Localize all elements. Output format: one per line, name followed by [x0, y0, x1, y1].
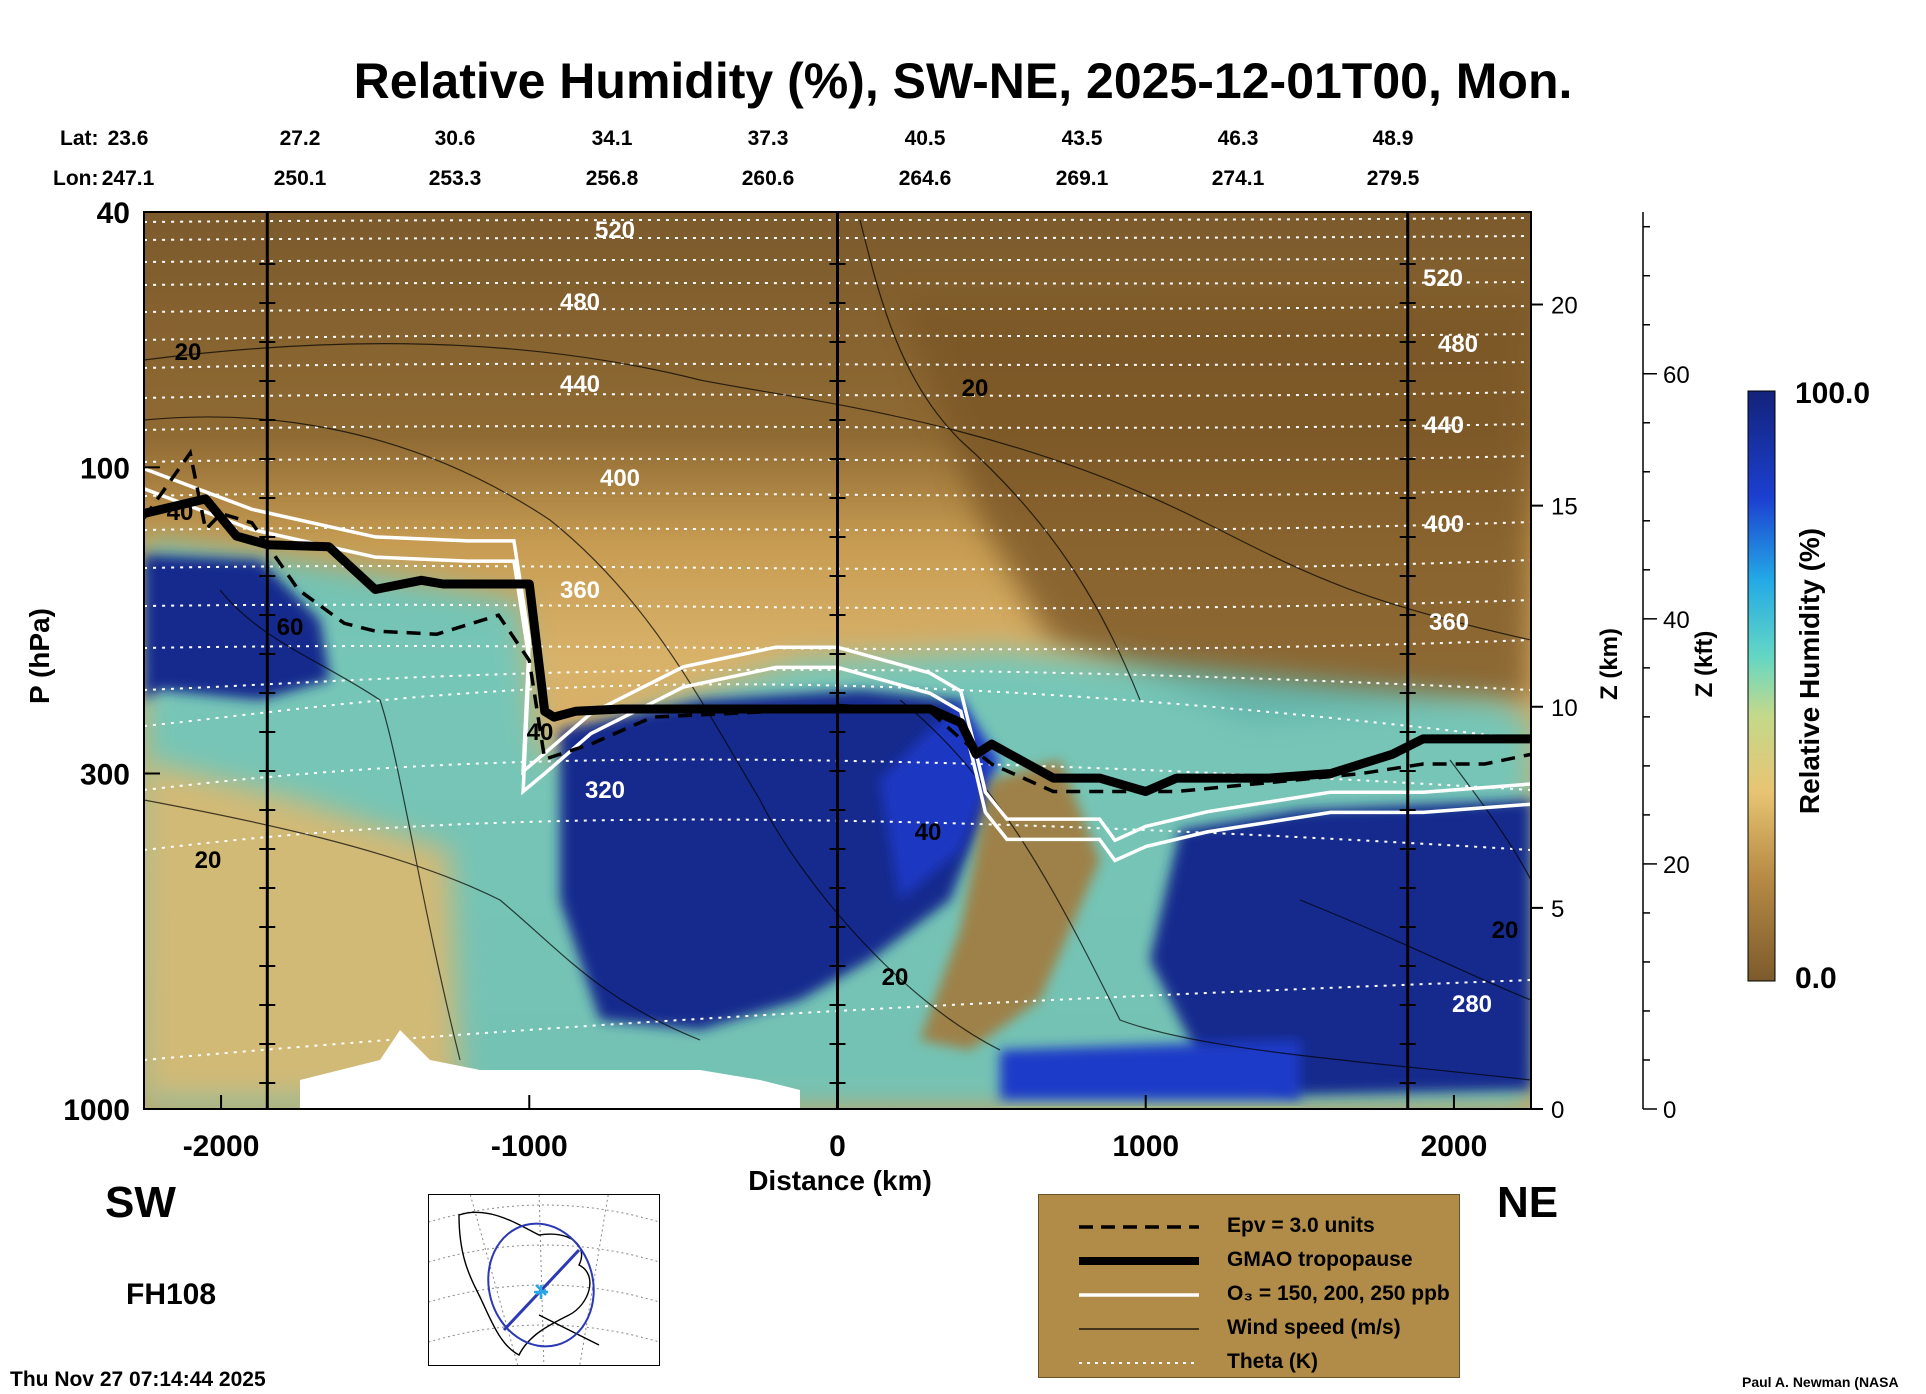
wind-contour-label: 60 [277, 614, 304, 641]
lat-value: 34.1 [591, 127, 633, 150]
theta-contour-label: 360 [560, 577, 600, 604]
lat-value: 30.6 [434, 127, 476, 150]
map-graphic [429, 1195, 659, 1365]
z-km-tick-label: 5 [1551, 896, 1564, 923]
sw-label: SW [105, 1178, 176, 1227]
x-tick-label: 2000 [1421, 1130, 1488, 1163]
theta-contour-label: 480 [560, 289, 600, 316]
lon-label: Lon: [53, 167, 99, 190]
wind-contour-label: 20 [1492, 917, 1519, 944]
chart-title: Relative Humidity (%), SW-NE, 2025-12-01… [353, 53, 1573, 109]
y-axis-label: P (hPa) [24, 608, 55, 704]
theta-contour-label: 320 [585, 777, 625, 804]
x-tick-label: -2000 [183, 1130, 260, 1163]
legend-item-wind: Wind speed (m/s) [1039, 1313, 1459, 1343]
lon-value: 260.6 [741, 167, 795, 190]
z-kft-tick-label: 0 [1663, 1097, 1676, 1124]
lon-value: 279.5 [1366, 167, 1420, 190]
legend-label: Epv = 3.0 units [1227, 1214, 1375, 1237]
wind-contour-label: 20 [175, 339, 202, 366]
theta-contour-label: 280 [1452, 991, 1492, 1018]
theta-contour-label: 360 [1429, 609, 1469, 636]
theta-contour-label: 440 [560, 371, 600, 398]
z-kft-axis: 0 20 40 60 [1642, 212, 1690, 1124]
lat-value: 23.6 [107, 127, 149, 150]
lat-value: 48.9 [1372, 127, 1414, 150]
y-axis: 1000 300 100 40 [63, 197, 160, 1127]
inset-map [428, 1194, 660, 1366]
tropopause-line [144, 494, 1531, 796]
z-km-tick-label: 10 [1551, 695, 1578, 722]
colorbar [1747, 390, 1776, 982]
wind-contour-label: 20 [962, 375, 989, 402]
credit: Paul A. Newman (NASA [1742, 1374, 1899, 1390]
y-tick-label: 40 [97, 197, 130, 230]
forecast-hour: FH108 [126, 1278, 217, 1311]
legend-item-theta: Theta (K) [1039, 1347, 1459, 1377]
theta-contour-label: 400 [1424, 511, 1464, 538]
legend-item-epv: Epv = 3.0 units [1039, 1211, 1459, 1241]
lon-value: 256.8 [585, 167, 639, 190]
theta-contour-label: 520 [595, 217, 635, 244]
z-kft-tick-label: 60 [1663, 362, 1690, 389]
ne-label: NE [1497, 1178, 1559, 1227]
y-tick-label: 100 [80, 452, 130, 485]
theta-contour-label: 480 [1438, 331, 1478, 358]
y-tick-label: 1000 [63, 1094, 130, 1127]
theta-contour-label: 400 [600, 465, 640, 492]
wind-contour-label: 40 [527, 719, 554, 746]
lon-value: 269.1 [1055, 167, 1109, 190]
lat-value: 46.3 [1217, 127, 1259, 150]
theta-contour-label: 520 [1423, 265, 1463, 292]
legend-item-tropopause: GMAO tropopause [1039, 1245, 1459, 1275]
x-tick-label: 0 [829, 1130, 846, 1163]
z-km-tick-label: 15 [1551, 494, 1578, 521]
lat-value: 27.2 [279, 127, 321, 150]
theta-contour-label: 440 [1424, 412, 1464, 439]
z-kft-tick-label: 20 [1663, 852, 1690, 879]
lon-value: 274.1 [1211, 167, 1265, 190]
legend: Epv = 3.0 units GMAO tropopause O₃ = 150… [1038, 1194, 1460, 1378]
wind-contour-label: 40 [915, 819, 942, 846]
timestamp: Thu Nov 27 07:14:44 2025 [10, 1368, 266, 1391]
legend-label: O₃ = 150, 200, 250 ppb [1227, 1282, 1450, 1305]
colorbar-max-label: 100.0 [1795, 377, 1871, 410]
wind-contour-label: 20 [195, 847, 222, 874]
x-axis-label: Distance (km) [748, 1165, 932, 1196]
y-tick-label: 300 [80, 758, 130, 791]
colorbar-title: Relative Humidity (%) [1794, 527, 1825, 815]
lon-value: 250.1 [273, 167, 327, 190]
z-km-label: Z (km) [1596, 628, 1623, 700]
ozone-lines [144, 466, 1531, 863]
z-km-axis: 0 5 10 15 20 [1531, 293, 1578, 1124]
x-axis: -2000 -1000 0 1000 2000 [183, 1095, 1488, 1163]
lon-value: 264.6 [898, 167, 952, 190]
z-kft-tick-label: 40 [1663, 607, 1690, 634]
lon-value: 253.3 [428, 167, 482, 190]
z-km-tick-label: 20 [1551, 293, 1578, 320]
legend-label: Theta (K) [1227, 1350, 1318, 1373]
lon-value: 247.1 [101, 167, 155, 190]
wind-contour-label: 40 [167, 499, 194, 526]
colorbar-min-label: 0.0 [1795, 962, 1837, 995]
contour-labels: 520 480 440 400 360 520 480 440 400 360 320 280 20 20… [167, 217, 1519, 1018]
z-km-tick-label: 0 [1551, 1097, 1564, 1124]
lat-value: 37.3 [747, 127, 789, 150]
wind-contour-label: 20 [882, 964, 909, 991]
lat-value: 43.5 [1061, 127, 1103, 150]
legend-item-ozone: O₃ = 150, 200, 250 ppb [1039, 1279, 1459, 1309]
x-tick-label: -1000 [491, 1130, 568, 1163]
vertical-markers [259, 212, 1416, 1109]
legend-label: GMAO tropopause [1227, 1248, 1413, 1271]
x-tick-label: 1000 [1112, 1130, 1179, 1163]
z-kft-label: Z (kft) [1691, 630, 1718, 698]
lat-value: 40.5 [904, 127, 946, 150]
legend-label: Wind speed (m/s) [1227, 1316, 1401, 1339]
lat-label: Lat: [60, 127, 99, 150]
